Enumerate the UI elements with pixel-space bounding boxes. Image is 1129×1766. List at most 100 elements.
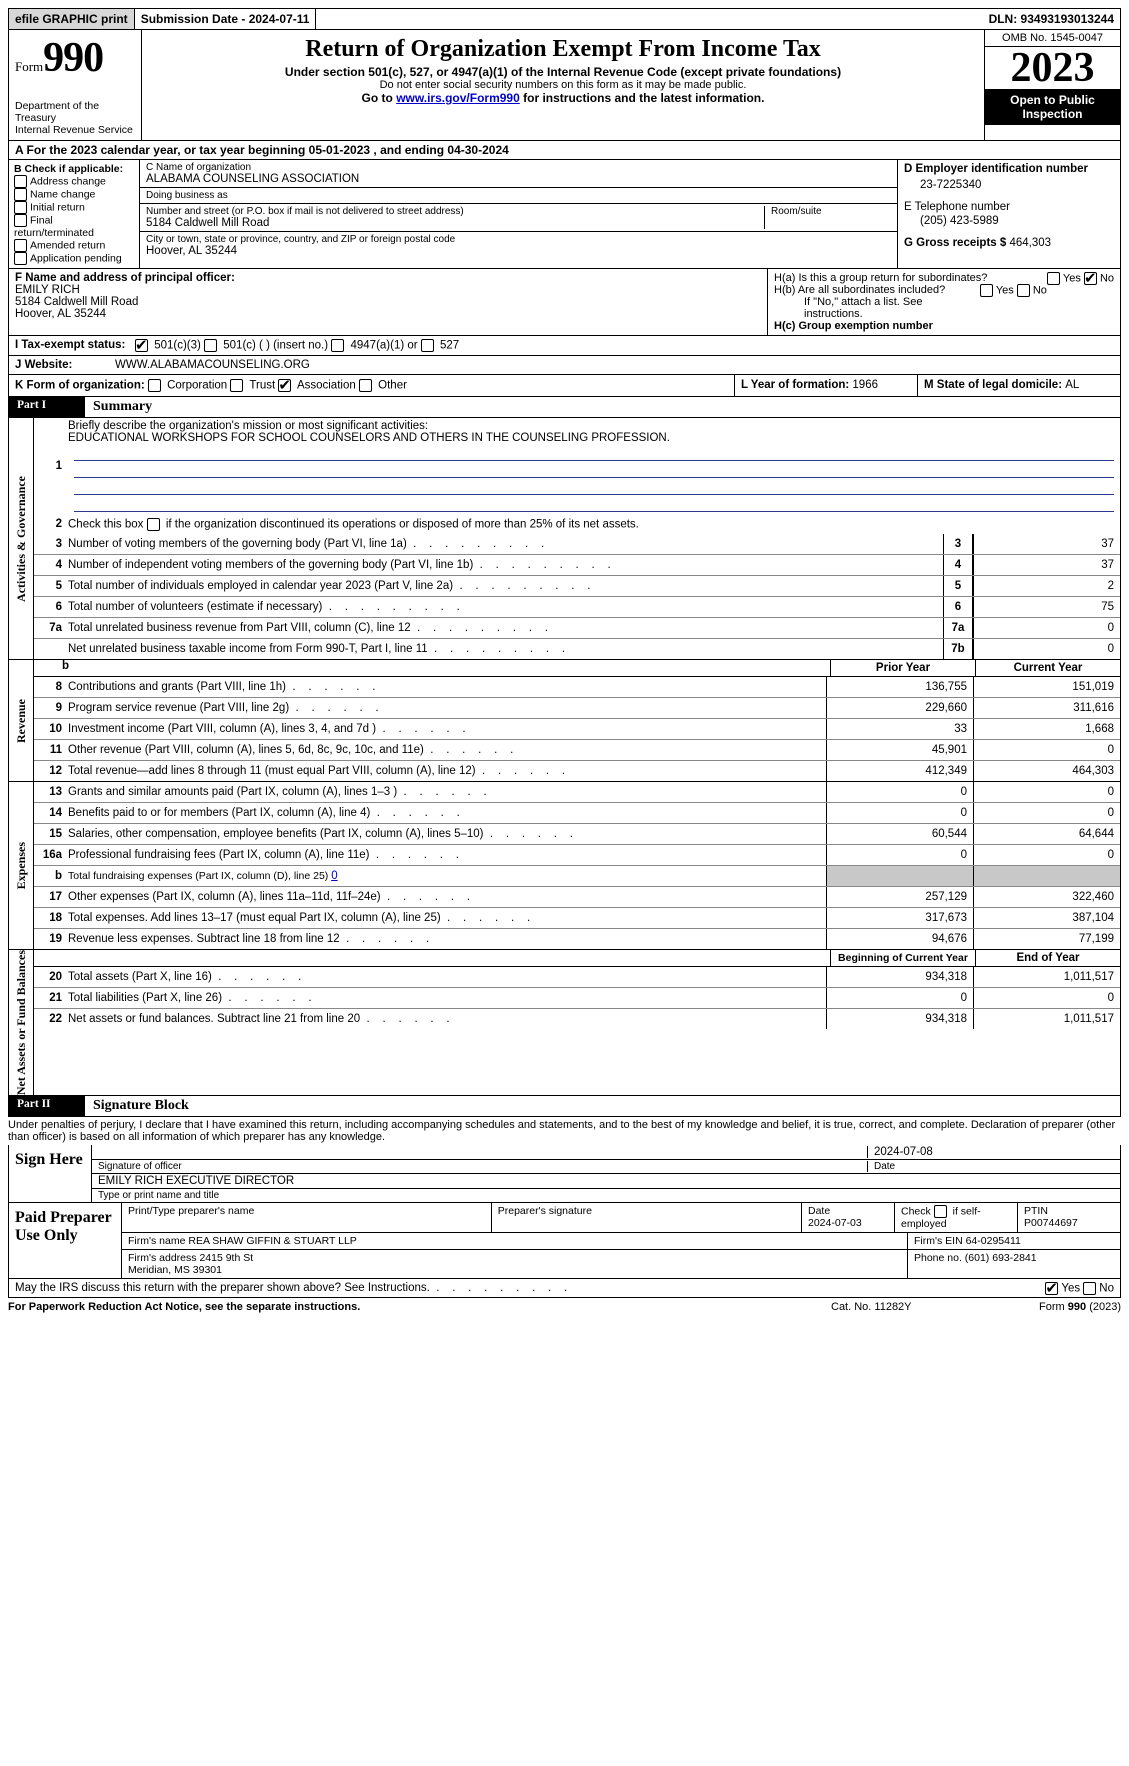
revenue-section: Revenue b Prior Year Current Year 8Contr…	[8, 660, 1121, 782]
summary-row: 6Total number of volunteers (estimate if…	[34, 597, 1120, 618]
state-domicile: AL	[1065, 379, 1079, 391]
final-return-checkbox[interactable]	[14, 214, 27, 227]
org-name: ALABAMA COUNSELING ASSOCIATION	[146, 173, 891, 185]
dln: DLN: 93493193013244	[983, 9, 1120, 29]
corporation-checkbox[interactable]	[148, 379, 161, 392]
summary-row: bTotal fundraising expenses (Part IX, co…	[34, 866, 1120, 887]
efile-print-button[interactable]: efile GRAPHIC print	[9, 9, 135, 29]
amended-return-checkbox[interactable]	[14, 239, 27, 252]
gross-receipts: 464,303	[1009, 237, 1051, 249]
4947-checkbox[interactable]	[331, 339, 344, 352]
mission-text: EDUCATIONAL WORKSHOPS FOR SCHOOL COUNSEL…	[68, 432, 670, 444]
goto-post: for instructions and the latest informat…	[520, 91, 765, 105]
sig-date: 2024-07-08	[867, 1146, 1114, 1158]
form-word: Form	[15, 59, 43, 74]
goto-pre: Go to	[362, 91, 397, 105]
summary-row: 10Investment income (Part VIII, column (…	[34, 719, 1120, 740]
summary-row: 11Other revenue (Part VIII, column (A), …	[34, 740, 1120, 761]
summary-row: 20Total assets (Part X, line 16)934,3181…	[34, 967, 1120, 988]
summary-row: 21Total liabilities (Part X, line 26)00	[34, 988, 1120, 1009]
address-change-checkbox[interactable]	[14, 175, 27, 188]
box-b: B Check if applicable: Address change Na…	[9, 160, 140, 268]
form-title: Return of Organization Exempt From Incom…	[148, 36, 978, 63]
page-footer: For Paperwork Reduction Act Notice, see …	[8, 1298, 1121, 1313]
summary-row: 14Benefits paid to or for members (Part …	[34, 803, 1120, 824]
city-state-zip: Hoover, AL 35244	[146, 245, 891, 257]
part2-header: Part II Signature Block	[8, 1096, 1121, 1117]
summary-row: 9Program service revenue (Part VIII, lin…	[34, 698, 1120, 719]
open-inspection: Open to Public Inspection	[985, 89, 1120, 125]
discuss-yes-checkbox[interactable]	[1045, 1282, 1058, 1295]
officer-name: EMILY RICH	[15, 284, 761, 296]
discuss-no-checkbox[interactable]	[1083, 1282, 1096, 1295]
org-form-row: K Form of organization: Corporation Trus…	[8, 375, 1121, 397]
hb-yes-checkbox[interactable]	[980, 284, 993, 297]
form-subtitle: Under section 501(c), 527, or 4947(a)(1)…	[148, 65, 978, 79]
trust-checkbox[interactable]	[230, 379, 243, 392]
summary-row: 3Number of voting members of the governi…	[34, 534, 1120, 555]
header-info-block: B Check if applicable: Address change Na…	[8, 160, 1121, 269]
501c3-checkbox[interactable]	[135, 339, 148, 352]
summary-row: 19Revenue less expenses. Subtract line 1…	[34, 929, 1120, 949]
penalty-statement: Under penalties of perjury, I declare th…	[8, 1117, 1121, 1145]
box-f: F Name and address of principal officer:…	[9, 269, 768, 335]
hb-no-checkbox[interactable]	[1017, 284, 1030, 297]
officer-name-title: EMILY RICH EXECUTIVE DIRECTOR	[92, 1174, 1120, 1189]
street-address: 5184 Caldwell Mill Road	[146, 217, 764, 229]
top-bar: efile GRAPHIC print Submission Date - 20…	[8, 8, 1121, 30]
box-d: D Employer identification number 23-7225…	[897, 160, 1120, 268]
ein: 23-7225340	[920, 179, 1114, 191]
governance-section: Activities & Governance 1 Briefly descri…	[8, 418, 1121, 660]
application-pending-checkbox[interactable]	[14, 252, 27, 265]
paid-preparer-block: Paid Preparer Use Only Print/Type prepar…	[8, 1203, 1121, 1279]
telephone: (205) 423-5989	[920, 215, 1114, 227]
self-employed-checkbox[interactable]	[934, 1205, 947, 1218]
form-number: 990	[43, 35, 103, 81]
expenses-section: Expenses 13Grants and similar amounts pa…	[8, 782, 1121, 950]
summary-row: 18Total expenses. Add lines 13–17 (must …	[34, 908, 1120, 929]
association-checkbox[interactable]	[278, 379, 291, 392]
summary-row: Net unrelated business taxable income fr…	[34, 639, 1120, 659]
ptin: P00744697	[1024, 1217, 1078, 1229]
box-c: C Name of organization ALABAMA COUNSELIN…	[140, 160, 897, 268]
firm-addr2: Meridian, MS 39301	[128, 1264, 222, 1276]
irs-label: Internal Revenue Service	[15, 124, 135, 136]
discuss-row: May the IRS discuss this return with the…	[8, 1279, 1121, 1298]
dept-treasury: Department of the Treasury	[15, 100, 135, 124]
firm-phone: (601) 693-2841	[965, 1252, 1037, 1264]
website-url: WWW.ALABAMACOUNSELING.ORG	[115, 359, 310, 371]
summary-row: 8Contributions and grants (Part VIII, li…	[34, 677, 1120, 698]
summary-row: 17Other expenses (Part IX, column (A), l…	[34, 887, 1120, 908]
summary-row: 7aTotal unrelated business revenue from …	[34, 618, 1120, 639]
firm-ein: 64-0295411	[966, 1235, 1021, 1247]
sign-here-block: Sign Here 2024-07-08 Signature of office…	[8, 1145, 1121, 1203]
submission-date: Submission Date - 2024-07-11	[135, 9, 317, 29]
website-row: J Website: WWW.ALABAMACOUNSELING.ORG	[8, 356, 1121, 375]
prep-date: 2024-07-03	[808, 1217, 862, 1229]
officer-group-row: F Name and address of principal officer:…	[8, 269, 1121, 336]
ha-no-checkbox[interactable]	[1084, 272, 1097, 285]
summary-row: 22Net assets or fund balances. Subtract …	[34, 1009, 1120, 1029]
box-h: H(a) Is this a group return for subordin…	[768, 269, 1120, 335]
summary-row: 12Total revenue—add lines 8 through 11 (…	[34, 761, 1120, 781]
discontinued-checkbox[interactable]	[147, 518, 160, 531]
name-change-checkbox[interactable]	[14, 188, 27, 201]
527-checkbox[interactable]	[421, 339, 434, 352]
other-checkbox[interactable]	[359, 379, 372, 392]
tax-exempt-row: I Tax-exempt status: 501(c)(3) 501(c) ( …	[8, 336, 1121, 356]
summary-row: 13Grants and similar amounts paid (Part …	[34, 782, 1120, 803]
summary-row: 15Salaries, other compensation, employee…	[34, 824, 1120, 845]
firm-addr1: 2415 9th St	[199, 1252, 253, 1264]
ssn-warning: Do not enter social security numbers on …	[148, 79, 978, 91]
netassets-section: Net Assets or Fund Balances Beginning of…	[8, 950, 1121, 1096]
year-formation: 1966	[852, 379, 878, 391]
initial-return-checkbox[interactable]	[14, 201, 27, 214]
ha-yes-checkbox[interactable]	[1047, 272, 1060, 285]
summary-row: 5Total number of individuals employed in…	[34, 576, 1120, 597]
form990-link[interactable]: www.irs.gov/Form990	[396, 91, 520, 105]
summary-row: 4Number of independent voting members of…	[34, 555, 1120, 576]
501c-checkbox[interactable]	[204, 339, 217, 352]
firm-name: REA SHAW GIFFIN & STUART LLP	[188, 1235, 356, 1247]
summary-row: 16aProfessional fundraising fees (Part I…	[34, 845, 1120, 866]
tax-period-row: A For the 2023 calendar year, or tax yea…	[8, 141, 1121, 160]
